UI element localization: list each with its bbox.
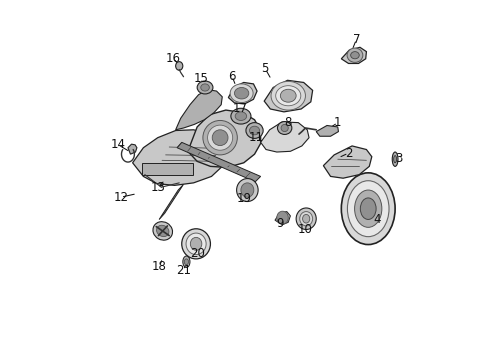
Ellipse shape <box>201 84 209 91</box>
Ellipse shape <box>153 222 172 240</box>
Ellipse shape <box>236 179 258 202</box>
Text: 3: 3 <box>394 152 402 165</box>
Text: 9: 9 <box>275 217 283 230</box>
Polygon shape <box>132 130 225 185</box>
Text: 5: 5 <box>261 62 268 75</box>
Text: 21: 21 <box>176 264 191 277</box>
Ellipse shape <box>350 51 359 59</box>
Ellipse shape <box>190 237 202 250</box>
Text: 4: 4 <box>373 213 380 226</box>
Ellipse shape <box>299 212 312 226</box>
Ellipse shape <box>280 89 296 102</box>
Ellipse shape <box>341 173 394 244</box>
Ellipse shape <box>360 198 375 220</box>
Polygon shape <box>175 90 222 130</box>
Ellipse shape <box>276 211 287 224</box>
Ellipse shape <box>184 259 188 265</box>
Ellipse shape <box>203 121 237 155</box>
Ellipse shape <box>245 123 263 138</box>
Polygon shape <box>159 184 183 220</box>
Ellipse shape <box>182 229 210 259</box>
Ellipse shape <box>281 125 287 132</box>
Ellipse shape <box>234 87 248 99</box>
Polygon shape <box>264 80 312 112</box>
Text: 7: 7 <box>352 33 359 46</box>
Ellipse shape <box>346 181 388 237</box>
Ellipse shape <box>185 233 206 255</box>
Ellipse shape <box>275 86 300 106</box>
Text: 19: 19 <box>237 192 251 205</box>
Polygon shape <box>260 122 308 152</box>
Ellipse shape <box>302 215 309 223</box>
Text: 14: 14 <box>111 138 125 151</box>
Ellipse shape <box>230 84 253 103</box>
Ellipse shape <box>391 152 397 166</box>
Ellipse shape <box>354 190 381 227</box>
Polygon shape <box>341 47 366 63</box>
Text: 17: 17 <box>232 103 247 116</box>
Ellipse shape <box>277 122 291 134</box>
Text: 2: 2 <box>344 147 351 159</box>
Ellipse shape <box>197 81 212 94</box>
Ellipse shape <box>175 62 183 70</box>
Text: 10: 10 <box>297 223 311 236</box>
Polygon shape <box>316 126 338 136</box>
Ellipse shape <box>230 108 250 124</box>
Ellipse shape <box>296 208 316 229</box>
Text: 1: 1 <box>333 116 341 129</box>
Ellipse shape <box>393 156 396 163</box>
Ellipse shape <box>249 126 259 135</box>
Text: 15: 15 <box>194 72 208 85</box>
Ellipse shape <box>207 125 232 150</box>
Polygon shape <box>228 82 257 104</box>
Polygon shape <box>274 212 290 225</box>
Ellipse shape <box>183 256 190 267</box>
Text: 18: 18 <box>151 260 166 273</box>
Ellipse shape <box>346 48 362 62</box>
Text: 20: 20 <box>189 247 204 260</box>
Polygon shape <box>128 144 137 154</box>
Text: 11: 11 <box>248 131 263 144</box>
Text: 16: 16 <box>165 51 181 64</box>
Text: 13: 13 <box>150 181 165 194</box>
Polygon shape <box>323 146 371 178</box>
Ellipse shape <box>156 225 168 237</box>
Ellipse shape <box>270 81 305 110</box>
Ellipse shape <box>241 183 253 197</box>
Polygon shape <box>142 163 192 175</box>
Text: 6: 6 <box>228 69 235 82</box>
Polygon shape <box>177 142 260 182</box>
Text: 8: 8 <box>284 116 291 129</box>
Ellipse shape <box>212 130 227 145</box>
Polygon shape <box>187 110 260 167</box>
Ellipse shape <box>235 112 246 121</box>
Text: 12: 12 <box>113 191 128 204</box>
